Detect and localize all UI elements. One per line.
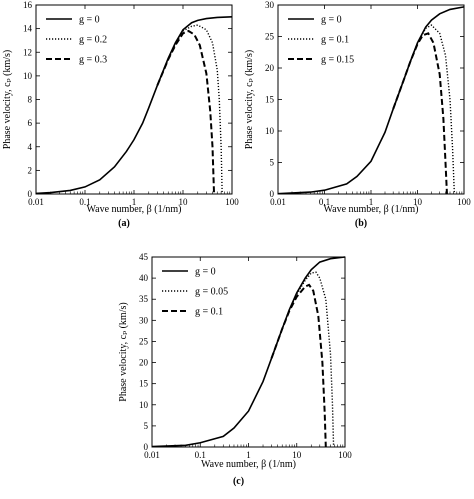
y-tick-label: 8 [28, 95, 33, 105]
series-line-2 [270, 283, 327, 448]
y-tick-label: 12 [23, 47, 32, 57]
y-tick-label: 25 [265, 32, 275, 42]
series-line-1 [392, 24, 456, 195]
panel-label: (c) [233, 476, 244, 487]
y-tick-label: 20 [139, 358, 149, 368]
x-tick-label: 0.1 [195, 450, 206, 460]
legend-entry-0: g = 0 [79, 15, 100, 26]
x-tick-label: 100 [457, 197, 471, 207]
series-line-1 [270, 271, 335, 448]
y-tick-label: 5 [270, 158, 275, 168]
panel-label: (a) [118, 218, 130, 229]
series-line-0 [35, 16, 233, 195]
series-line-0 [277, 6, 465, 195]
x-tick-label: 10 [179, 197, 189, 207]
chart-panel-0: 0.01 0.1 1 10 100 0 2 4 6 8 10 12 14 16 Wave number, β… [2, 0, 239, 229]
x-tick-label: 0.01 [144, 450, 160, 460]
legend-entry-2: g = 0.3 [79, 55, 107, 66]
y-tick-label: 4 [28, 142, 33, 152]
y-tick-label: 0 [144, 442, 149, 452]
x-axis-label: Wave number, β (1/nm) [87, 204, 182, 215]
y-tick-label: 0 [28, 189, 33, 199]
y-tick-label: 25 [139, 336, 149, 346]
x-tick-label: 0.01 [270, 197, 286, 207]
series-line-0 [151, 256, 346, 448]
series-line-2 [392, 32, 448, 195]
x-axis-label: Wave number, β (1/nm) [324, 204, 419, 215]
legend-entry-0: g = 0 [195, 267, 216, 278]
y-tick-label: 0 [270, 189, 275, 199]
y-tick-label: 6 [28, 118, 33, 128]
y-tick-label: 35 [139, 294, 149, 304]
chart-panel-1: 0.01 0.1 1 10 100 0 5 10 15 20 25 30 Wave number, β … [244, 0, 471, 229]
x-tick-label: 0.01 [28, 197, 44, 207]
y-tick-label: 2 [28, 165, 33, 175]
y-tick-label: 30 [265, 0, 275, 10]
plot-frame [35, 4, 233, 195]
y-axis-label: Phase velocity, cₚ (km/s) [244, 50, 255, 149]
legend-entry-1: g = 0.1 [321, 35, 349, 46]
x-tick-label: 1 [132, 197, 137, 207]
x-tick-label: 0.1 [79, 197, 90, 207]
y-tick-label: 16 [23, 0, 33, 10]
series-line-2 [156, 29, 216, 195]
x-tick-label: 1 [369, 197, 374, 207]
plot-frame [151, 256, 346, 448]
y-tick-label: 15 [265, 95, 275, 105]
x-tick-label: 10 [292, 450, 302, 460]
chart-panel-2: 0.01 0.1 1 10 100 0 5 10 15 20 25 30 35 40 45 Wave numb… [118, 252, 352, 487]
y-axis-label: Phase velocity, cₚ (km/s) [118, 302, 129, 401]
x-tick-label: 100 [225, 197, 239, 207]
legend-entry-2: g = 0.15 [321, 55, 354, 66]
y-tick-label: 20 [265, 63, 275, 73]
legend-entry-1: g = 0.05 [195, 287, 228, 298]
legend-entry-0: g = 0 [321, 15, 342, 26]
x-tick-label: 100 [338, 450, 352, 460]
y-tick-label: 30 [139, 315, 149, 325]
x-tick-label: 1 [246, 450, 251, 460]
y-tick-label: 10 [265, 126, 275, 136]
panel-label: (b) [355, 218, 367, 229]
plot-frame [277, 4, 465, 195]
y-tick-label: 10 [23, 71, 33, 81]
y-tick-label: 40 [139, 273, 149, 283]
y-tick-label: 15 [139, 379, 149, 389]
y-tick-label: 45 [139, 252, 149, 262]
y-tick-label: 10 [139, 400, 149, 410]
x-tick-label: 0.1 [319, 197, 330, 207]
legend-entry-1: g = 0.2 [79, 35, 107, 46]
legend-entry-2: g = 0.1 [195, 307, 223, 318]
x-axis-label: Wave number, β (1/nm) [201, 459, 296, 470]
y-axis-label: Phase velocity, cₚ (km/s) [2, 50, 13, 149]
x-tick-label: 10 [413, 197, 423, 207]
series-line-1 [156, 24, 223, 195]
y-tick-label: 14 [23, 24, 33, 34]
y-tick-label: 5 [144, 421, 149, 431]
